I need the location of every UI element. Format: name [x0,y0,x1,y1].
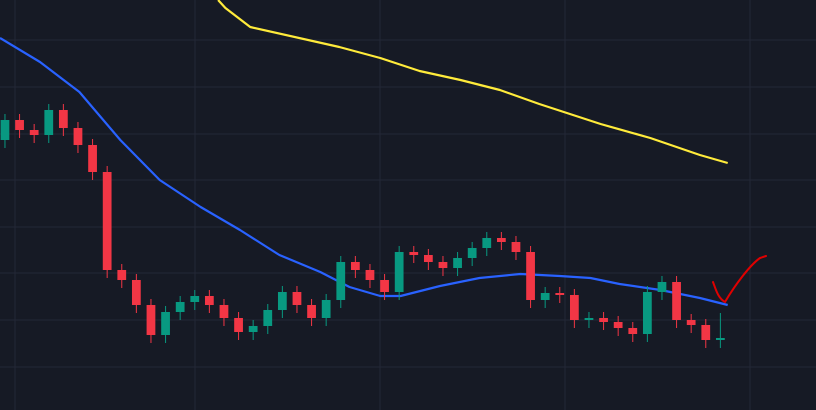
candle-body [628,328,638,334]
candle-body [526,252,535,300]
checkmark-annotation [712,255,767,304]
candle-body [161,312,170,335]
candle-body [117,270,127,280]
candle-body [672,282,681,320]
candle-body [642,292,652,334]
moving-average-line [217,0,729,165]
candle-body [336,262,346,300]
candle-body [263,310,273,326]
candle-body [44,110,54,135]
candle-body [146,305,156,335]
candle-body [277,292,287,310]
candle-body [569,295,579,320]
candle-body [453,258,462,268]
candle-body [175,302,185,312]
candle-body [657,282,667,292]
candle-body [701,325,711,340]
candle-body [613,322,623,328]
candle-body [15,120,24,130]
candle-body [219,305,229,318]
candle-body [321,300,331,318]
moving-average-line [0,37,728,307]
candle-body [102,172,112,270]
candle-body [438,262,448,268]
candle-body [248,326,258,332]
candle-body [555,293,565,295]
candle-body [204,296,214,305]
marks [0,0,729,348]
candle-body [599,318,608,322]
candle-body [409,252,419,255]
candle-body [496,238,506,242]
candle-body [423,255,433,262]
candle-body [29,130,39,135]
candle-body [0,120,10,140]
candle-body [540,293,550,300]
candle-body [292,292,302,305]
candle-body [686,320,696,325]
candle-body [58,110,68,128]
candle-body [380,280,389,292]
candle-body [584,318,594,320]
candle-body [350,262,360,270]
candle-body [482,238,492,248]
candle-body [365,270,375,280]
candle-body [307,305,316,318]
candle-body [73,128,83,145]
candle-body [511,242,521,252]
candle-body [467,248,477,258]
candle-body [190,296,200,302]
candle-body [715,338,725,340]
candle-body [88,145,97,172]
candle-body [394,252,404,292]
candle-body [131,280,141,305]
candle-body [234,318,243,332]
